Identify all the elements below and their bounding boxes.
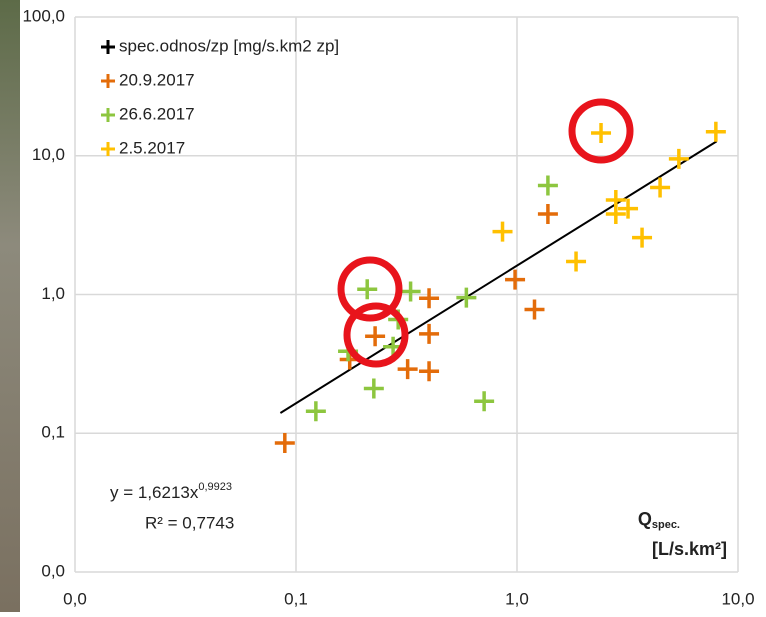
point <box>537 175 558 196</box>
point <box>537 204 558 225</box>
highlight-circle <box>343 302 409 368</box>
x-axis-title: Qspec. <box>638 509 680 531</box>
grid <box>74 16 739 573</box>
point <box>397 359 418 380</box>
x-tick-label: 0,0 <box>63 589 87 608</box>
legend-marker <box>101 40 115 54</box>
point <box>632 227 653 248</box>
x-tick-label: 1,0 <box>505 589 529 608</box>
legend-label: 20.9.2017 <box>119 70 195 89</box>
point <box>492 221 513 242</box>
legend-marker <box>101 108 115 122</box>
r-squared: R² = 0,7743 <box>145 513 234 532</box>
point <box>668 148 689 169</box>
x-tick-label: 0,1 <box>284 589 308 608</box>
point <box>363 378 384 399</box>
point <box>705 121 726 142</box>
point <box>419 288 440 309</box>
highlight-circle <box>568 98 634 164</box>
point <box>650 177 671 198</box>
x-axis-unit: [L/s.km²] <box>652 539 727 559</box>
y-tick-label: 100,0 <box>22 6 65 25</box>
legend-label: 2.5.2017 <box>119 138 185 157</box>
point <box>419 361 440 382</box>
marks <box>274 121 726 454</box>
point <box>524 299 545 320</box>
x-tick-label: 10,0 <box>721 589 754 608</box>
y-tick-label: 10,0 <box>32 145 65 164</box>
point <box>505 269 526 290</box>
point <box>400 281 421 302</box>
photo-strip <box>0 0 20 612</box>
y-tick-label: 0,1 <box>41 423 65 442</box>
point <box>365 326 386 347</box>
point <box>618 198 639 219</box>
point <box>566 251 587 272</box>
legend-marker <box>101 142 115 156</box>
point <box>305 401 326 422</box>
equation: y = 1,6213x0,9923 <box>110 481 232 503</box>
y-tick-label: 0,0 <box>41 561 65 580</box>
point <box>357 279 378 300</box>
trendline <box>279 140 718 414</box>
legend-marker <box>101 74 115 88</box>
point <box>591 122 612 143</box>
point <box>274 433 295 454</box>
point <box>474 391 495 412</box>
point <box>419 323 440 344</box>
legend-label: 26.6.2017 <box>119 104 195 123</box>
y-tick-label: 1,0 <box>41 284 65 303</box>
point <box>456 287 477 308</box>
highlight-circle <box>337 256 403 322</box>
point <box>605 204 626 225</box>
legend-label: spec.odnos/zp [mg/s.km2 zp] <box>119 36 339 55</box>
